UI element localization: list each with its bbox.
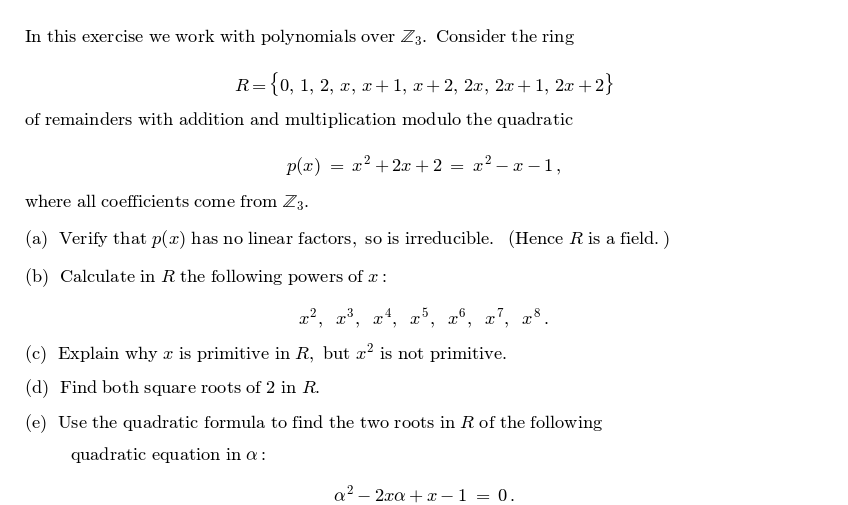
Text: $x^2,\;\ x^3,\;\ x^4,\;\ x^5,\;\ x^6,\;\ x^7,\;\ x^8\,.$: $x^2,\;\ x^3,\;\ x^4,\;\ x^5,\;\ x^6,\;\… [298, 307, 550, 330]
Text: $\mathrm{of\ remainders\ with\ addition\ and\ multiplication\ modulo\ the\ quadr: $\mathrm{of\ remainders\ with\ addition\… [24, 110, 573, 130]
Text: $R = \{0,\, 1,\, 2,\, x,\, x+1,\, x+2,\, 2x,\, 2x+1,\, 2x+2\}$: $R = \{0,\, 1,\, 2,\, x,\, x+1,\, x+2,\,… [234, 70, 614, 97]
Text: $\mathrm{(a)\ \ Verify\ that\ }p(x)\mathrm{\ has\ no\ linear\ factors,\ so\ is\ : $\mathrm{(a)\ \ Verify\ that\ }p(x)\math… [24, 228, 669, 251]
Text: $\mathrm{where\ all\ coefficients\ come\ from\ }\mathbb{Z}_3\mathrm{.}$: $\mathrm{where\ all\ coefficients\ come\… [24, 193, 309, 213]
Text: $\alpha^2 - 2x\alpha + x - 1\ =\ 0\,.$: $\alpha^2 - 2x\alpha + x - 1\ =\ 0\,.$ [333, 483, 515, 504]
Text: $\mathrm{(d)\ \ Find\ both\ square\ roots\ of\ 2\ in\ }R\mathrm{.}$: $\mathrm{(d)\ \ Find\ both\ square\ root… [24, 377, 321, 400]
Text: $\mathrm{(b)\ \ Calculate\ in\ }R\mathrm{\ the\ following\ powers\ of\ }x\mathrm: $\mathrm{(b)\ \ Calculate\ in\ }R\mathrm… [24, 266, 387, 289]
Text: $\mathrm{In\ this\ exercise\ we\ work\ with\ polynomials\ over\ }\mathbb{Z}_3\ma: $\mathrm{In\ this\ exercise\ we\ work\ w… [24, 28, 575, 48]
Text: $p(x)\ =\ x^2 + 2x + 2\ =\ x^2 - x - 1\,,$: $p(x)\ =\ x^2 + 2x + 2\ =\ x^2 - x - 1\,… [287, 154, 561, 179]
Text: $\mathrm{(c)\ \ Explain\ why\ }x\mathrm{\ is\ primitive\ in\ }R\mathrm{,\ but\ }: $\mathrm{(c)\ \ Explain\ why\ }x\mathrm{… [24, 342, 507, 367]
Text: $\mathrm{quadratic\ equation\ in\ }\alpha\mathrm{:}$: $\mathrm{quadratic\ equation\ in\ }\alph… [70, 445, 265, 466]
Text: $\mathrm{(e)\ \ Use\ the\ quadratic\ formula\ to\ find\ the\ two\ roots\ in\ }R\: $\mathrm{(e)\ \ Use\ the\ quadratic\ for… [24, 413, 603, 435]
